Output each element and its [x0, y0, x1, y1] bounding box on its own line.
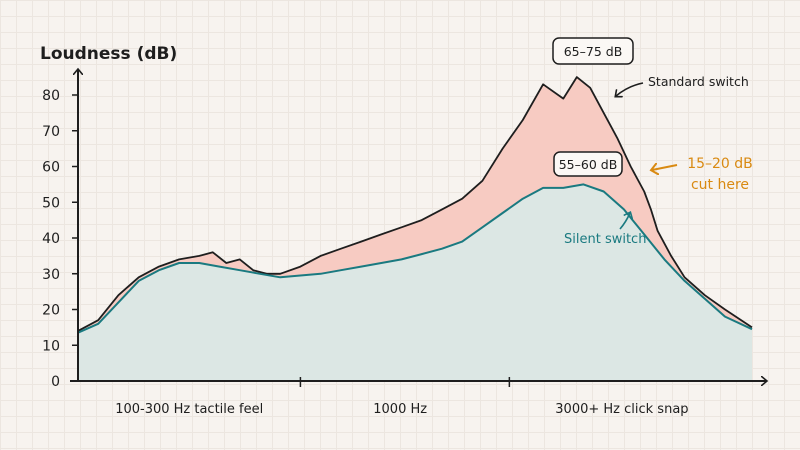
y-tick-label: 80 [42, 88, 60, 104]
y-tick-label: 20 [42, 303, 60, 319]
y-axis-title: Loudness (dB) [40, 44, 177, 64]
x-category-label: 3000+ Hz click snap [555, 402, 688, 417]
silent-switch-area [78, 184, 752, 381]
y-tick-label: 60 [42, 160, 60, 176]
y-tick-label: 0 [51, 374, 60, 390]
y-tick-group: 0 10 20 30 40 50 60 70 80 [42, 88, 78, 390]
silent-switch-annotation: Silent switch [564, 232, 646, 247]
standard-switch-annotation: Standard switch [648, 74, 749, 89]
y-tick-label: 40 [42, 231, 60, 247]
standard-peak-badge: 65–75 dB [552, 37, 634, 65]
x-category-group: 100-300 Hz tactile feel 1000 Hz 3000+ Hz c… [115, 402, 688, 417]
silent-switch-arrow [619, 213, 630, 230]
y-tick-label: 70 [42, 124, 60, 140]
y-tick-label: 30 [42, 267, 60, 283]
cut-here-line1: 15–20 dB [687, 156, 753, 172]
x-category-label: 1000 Hz [373, 402, 427, 417]
x-category-label: 100-300 Hz tactile feel [115, 402, 263, 417]
standard-peak-label: 65–75 dB [564, 44, 623, 59]
x-tick-group [299, 377, 511, 387]
standard-switch-line [77, 76, 753, 332]
y-tick-label: 50 [42, 195, 60, 211]
silent-peak-badge: 55–60 dB [553, 151, 623, 177]
cut-here-line2: cut here [691, 177, 749, 193]
cut-here-arrow [652, 165, 678, 170]
silent-switch-line [77, 183, 753, 334]
y-tick-label: 10 [42, 338, 60, 354]
silent-peak-label: 55–60 dB [559, 157, 618, 172]
standard-switch-arrow [616, 82, 644, 96]
